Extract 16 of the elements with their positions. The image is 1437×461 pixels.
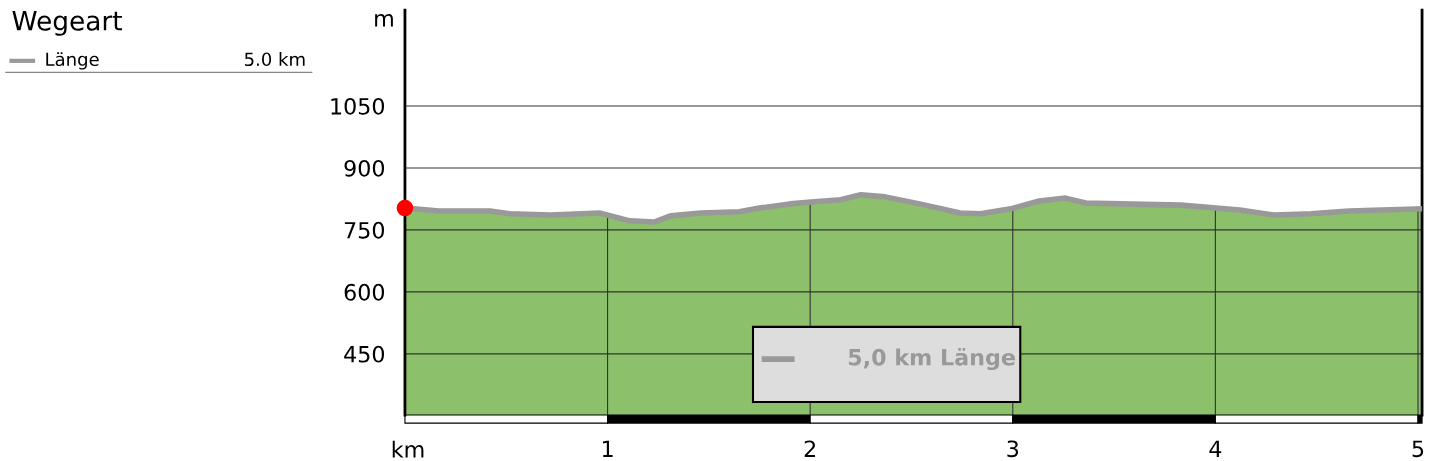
y-tick-label: 750 — [344, 221, 385, 239]
x-tick-label: 5 — [1412, 440, 1424, 458]
legend-label: Länge — [46, 52, 99, 70]
y-tick-label: 450 — [344, 345, 385, 363]
x-tick-label: 2 — [804, 440, 816, 457]
x-tick-label: 4 — [1209, 440, 1222, 457]
y-tick-label: 1050 — [331, 97, 385, 115]
x-axis-title: km — [392, 440, 424, 458]
y-tick-label: 600 — [344, 283, 385, 301]
x-tick-label: 3 — [1007, 440, 1019, 458]
x-tick-label: 1 — [602, 440, 613, 457]
text: 5.0 km — [244, 52, 305, 67]
y-axis-title: m — [375, 13, 393, 27]
y-tick-label: 900 — [344, 159, 385, 177]
text: Wegeart — [12, 11, 122, 36]
annotation: 5,0 km Länge — [848, 348, 1015, 371]
